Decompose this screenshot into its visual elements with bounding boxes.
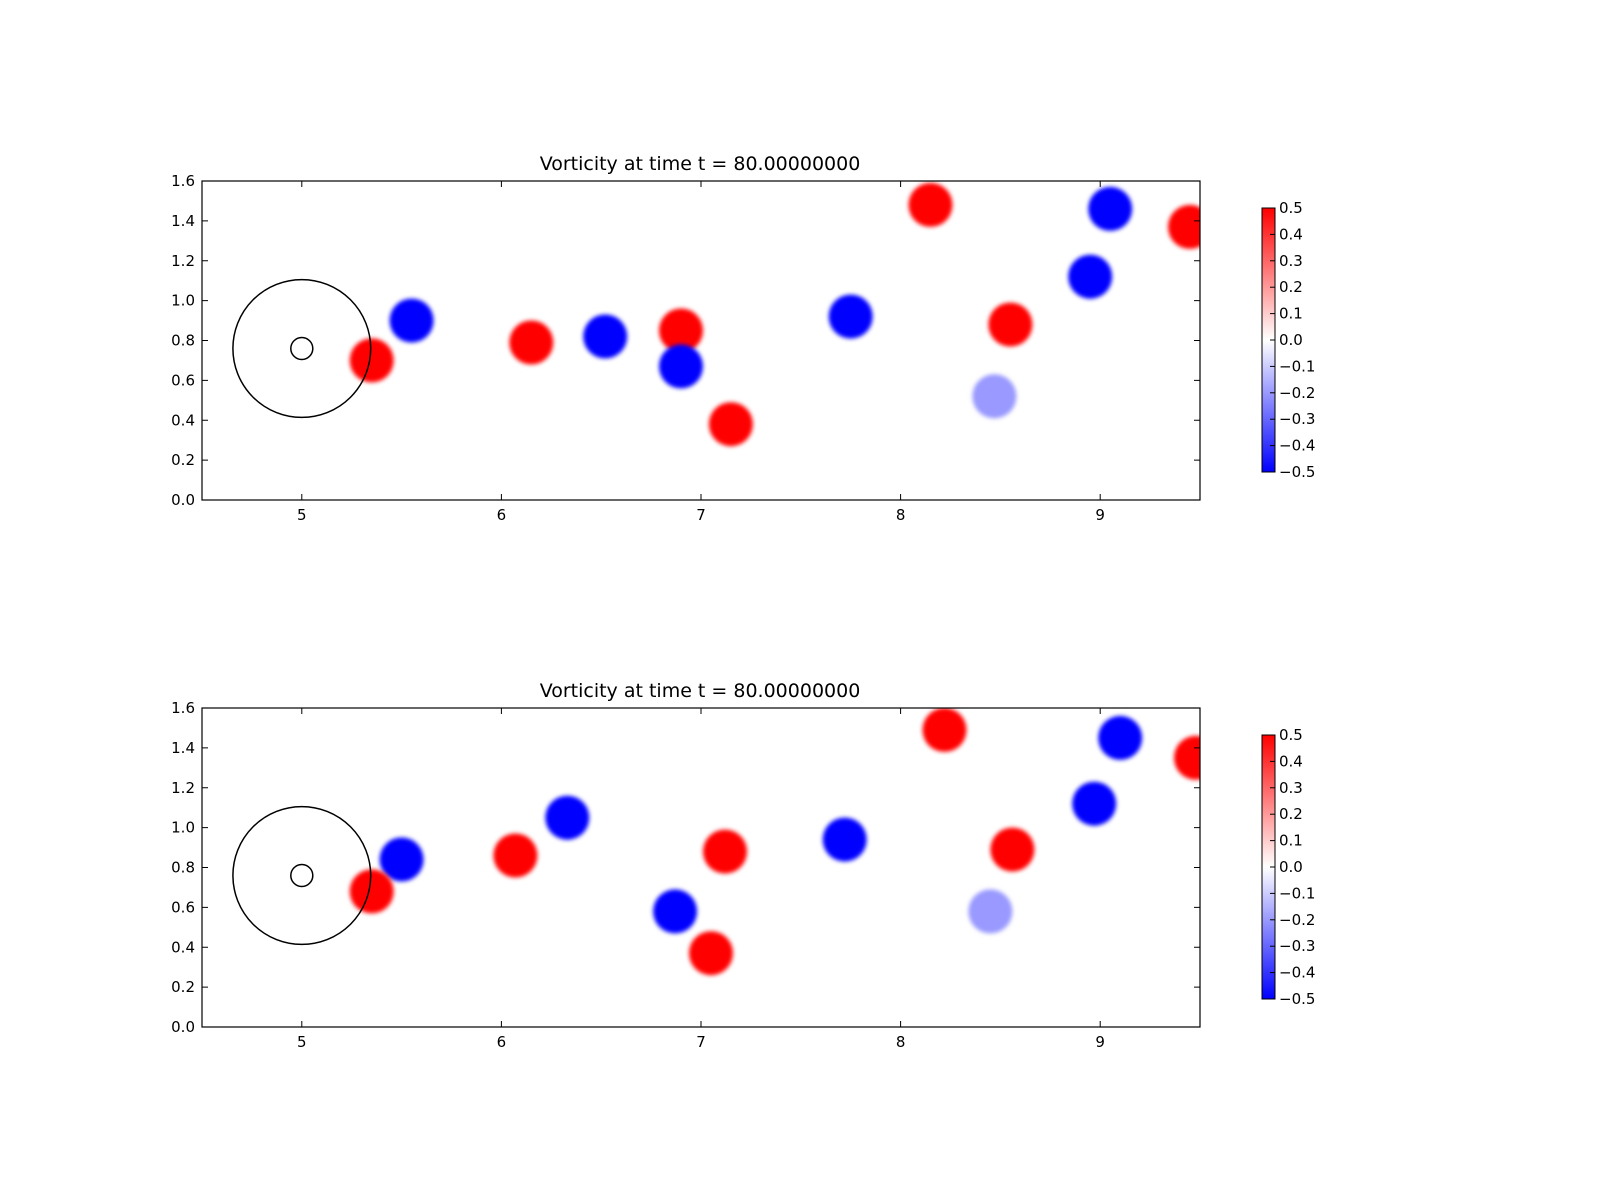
vortex-blob	[990, 827, 1035, 872]
x-tick-label: 7	[696, 506, 706, 524]
colorbar-tick-label: 0.3	[1279, 252, 1303, 270]
colorbar-tick-label: −0.3	[1279, 937, 1315, 955]
x-tick-label: 6	[497, 506, 507, 524]
y-tick-label: 0.8	[171, 332, 195, 350]
y-tick-label: 0.2	[171, 978, 195, 996]
y-tick-label: 0.4	[171, 938, 195, 956]
y-tick-label: 0.6	[171, 371, 195, 389]
chart-title: Vorticity at time t = 80.00000000	[540, 153, 861, 175]
x-tick-label: 7	[696, 1033, 706, 1051]
y-tick-label: 1.4	[171, 739, 195, 757]
y-tick-label: 0.0	[171, 491, 195, 509]
domain-circle	[232, 805, 372, 946]
vortex-blob	[908, 182, 953, 227]
y-tick-label: 1.6	[171, 172, 195, 190]
colorbar-tick-label: −0.1	[1279, 357, 1315, 375]
vortex-blob	[703, 829, 747, 874]
y-tick-label: 1.6	[171, 699, 195, 717]
vortex-blob	[972, 374, 1017, 419]
x-tick-label: 9	[1095, 506, 1105, 524]
vortex-blob	[922, 708, 967, 752]
vortex-blob	[349, 869, 394, 914]
vortex-blob	[988, 302, 1033, 347]
vortex-blob	[828, 294, 873, 339]
colorbar-tick-label: 0.2	[1279, 278, 1303, 296]
vortex-blob	[689, 931, 733, 976]
colorbar: 0.5 0.4 0.3 0.2 0.1 0.0 −0.1 −0.2 −0.3 −0.4 −0.5	[1261, 726, 1315, 1008]
vortex-blob	[509, 320, 554, 365]
x-tick-label: 6	[497, 1033, 507, 1051]
x-tick-label: 5	[297, 1033, 307, 1051]
y-tick-label: 0.2	[171, 451, 195, 469]
vortex-blob	[545, 795, 590, 840]
y-tick-label: 0.4	[171, 411, 195, 429]
colorbar-tick-label: 0.5	[1279, 199, 1303, 217]
colorbar-tick-label: 0.1	[1279, 832, 1303, 850]
vortex-blob	[822, 817, 867, 862]
y-tick-label: 1.0	[171, 819, 195, 837]
domain-circle	[232, 278, 372, 419]
colorbar-tick-label: 0.1	[1279, 305, 1303, 323]
vortex-blob	[379, 837, 424, 882]
vortex-blob	[493, 833, 538, 878]
colorbar-tick-label: 0.2	[1279, 805, 1303, 823]
y-tick-label: 1.2	[171, 779, 195, 797]
vortex-blob	[1168, 204, 1200, 249]
vortex-blob	[349, 338, 394, 383]
chart-title: Vorticity at time t = 80.00000000	[540, 680, 861, 702]
y-tick-label: 0.0	[171, 1018, 195, 1036]
colorbar: 0.5 0.4 0.3 0.2 0.1 0.0 −0.1 −0.2 −0.3 −0.4 −0.5	[1261, 199, 1315, 481]
vortex-blob	[708, 402, 753, 447]
colorbar-tick-label: −0.4	[1279, 437, 1315, 455]
colorbar-tick-label: 0.3	[1279, 779, 1303, 797]
colorbar-tick-label: −0.5	[1279, 990, 1315, 1008]
x-tick-label: 8	[896, 506, 906, 524]
vortex-blob	[389, 298, 434, 343]
colorbar-tick-label: 0.4	[1279, 225, 1303, 243]
vortex-blob	[1098, 715, 1143, 760]
colorbar-tick-label: −0.4	[1279, 964, 1315, 982]
vortex-blob	[583, 314, 628, 359]
colorbar-tick-label: 0.5	[1279, 726, 1303, 744]
plot-area	[202, 181, 1200, 500]
y-tick-label: 1.0	[171, 292, 195, 310]
plot-area	[202, 708, 1200, 1027]
colorbar-tick-label: −0.1	[1279, 884, 1315, 902]
vortex-blob	[659, 308, 703, 353]
vortex-blob	[653, 889, 698, 934]
vortex-blob	[659, 344, 703, 389]
x-tick-label: 8	[896, 1033, 906, 1051]
vortex-blob	[968, 889, 1013, 934]
y-tick-label: 0.8	[171, 859, 195, 877]
y-tick-label: 0.6	[171, 898, 195, 916]
domain-circle	[290, 863, 314, 888]
colorbar-tick-label: −0.3	[1279, 410, 1315, 428]
colorbar-tick-label: −0.2	[1279, 384, 1315, 402]
colorbar-tick-label: −0.2	[1279, 911, 1315, 929]
x-tick-label: 5	[297, 506, 307, 524]
colorbar-tick-label: 0.4	[1279, 752, 1303, 770]
y-tick-label: 1.4	[171, 212, 195, 230]
colorbar-tick-label: 0.0	[1279, 858, 1303, 876]
vortex-blob	[1068, 254, 1113, 299]
vortex-blob	[1072, 781, 1117, 826]
vortex-blob	[1174, 735, 1200, 780]
colorbar-tick-label: 0.0	[1279, 331, 1303, 349]
vortex-blob	[1088, 186, 1133, 231]
domain-circle	[290, 336, 314, 361]
colorbar-tick-label: −0.5	[1279, 463, 1315, 481]
x-tick-label: 9	[1095, 1033, 1105, 1051]
y-tick-label: 1.2	[171, 252, 195, 270]
